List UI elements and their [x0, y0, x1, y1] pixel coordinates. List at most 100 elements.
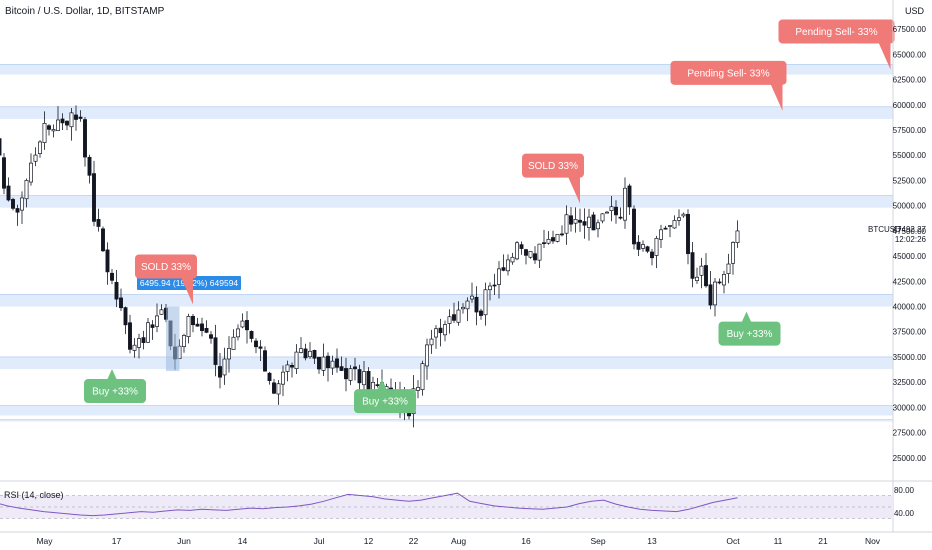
annotation-text: Pending Sell- 33% [795, 27, 877, 38]
candle-down [249, 331, 254, 339]
candle-up [33, 154, 38, 162]
candle-up [132, 344, 137, 351]
candle-down [303, 348, 308, 359]
candle-up [155, 315, 159, 327]
candle-down [200, 323, 204, 331]
candle-down [551, 237, 555, 242]
candle-up [555, 233, 560, 242]
candle-up [69, 112, 74, 128]
y-tick-label: 27500.00 [893, 429, 927, 438]
annotation-bubble [522, 153, 584, 178]
candle-down [614, 206, 618, 216]
candle-up [434, 328, 438, 338]
candle-up [470, 295, 474, 300]
price-value: 47492.27 [893, 225, 927, 234]
rsi-pane: 80.00 40.00 [0, 480, 932, 519]
candle-up [483, 289, 488, 316]
candle-down [272, 382, 276, 394]
rsi-title: RSI (14, close) [4, 490, 64, 500]
candle-up [308, 350, 312, 358]
trade-annotations: Pending Sell- 33% Pending Sell- 33% SOLD 3… [84, 19, 895, 414]
candle-up [231, 336, 236, 350]
candle-down [258, 346, 263, 349]
candle-up [456, 309, 461, 323]
candle-up [668, 225, 672, 227]
candle-down [245, 320, 249, 331]
x-tick-label: 16 [521, 536, 531, 546]
candle-up [294, 351, 299, 369]
candle-down [618, 216, 623, 219]
candle-down [479, 310, 483, 316]
candle-up [641, 244, 645, 249]
y-tick-label: 35000.00 [893, 353, 927, 362]
candle-down [492, 284, 497, 287]
candle-up [159, 309, 164, 315]
candle-down [690, 252, 695, 279]
y-tick-label: 30000.00 [893, 403, 927, 412]
candle-up [677, 217, 681, 221]
candle-down [686, 214, 690, 255]
candle-up [425, 344, 429, 367]
candle-up [596, 222, 600, 230]
candle-up [42, 123, 47, 143]
candle-down [105, 249, 110, 273]
annotation-bubble [718, 321, 781, 346]
candle-up [51, 129, 56, 132]
candle-up [461, 306, 465, 310]
candle-down [101, 228, 105, 252]
zone [0, 294, 893, 307]
candle-up [146, 322, 150, 343]
annotation-text: Buy +33% [92, 387, 138, 398]
candle-up [510, 256, 515, 263]
candle-up [236, 328, 240, 338]
candle-up [321, 356, 326, 371]
candle-down [92, 173, 96, 222]
candle-down [645, 246, 650, 252]
price-countdown: 12:02:26 [895, 235, 927, 244]
candle-down [191, 315, 195, 326]
candle-down [708, 284, 713, 306]
candle-up [587, 216, 591, 228]
candle-up [281, 371, 285, 385]
x-tick-label: 17 [112, 536, 122, 546]
x-tick-label: Oct [726, 536, 740, 546]
candle-down [195, 323, 200, 327]
zone [0, 419, 893, 422]
candle-up [672, 220, 677, 229]
candle-up [600, 213, 605, 222]
candle-down [2, 157, 6, 189]
candle-up [429, 338, 434, 346]
candle-down [263, 350, 267, 372]
candle-down [65, 120, 69, 126]
candle-up [546, 238, 551, 244]
candle-up [285, 364, 290, 372]
candle-up [654, 238, 659, 256]
candle-down [591, 214, 596, 231]
candle-down [663, 227, 668, 230]
candle-up [222, 358, 227, 376]
y-tick-label: 57500.00 [893, 126, 927, 135]
candle-up [713, 281, 717, 306]
candle-down [312, 350, 317, 359]
candle-up [182, 335, 186, 347]
x-tick-label: Sep [590, 536, 605, 546]
candle-up [695, 276, 699, 281]
candle-up [416, 387, 420, 391]
candle-down [717, 281, 722, 284]
candle-down [339, 366, 344, 371]
candle-up [362, 371, 366, 386]
x-tick-label: Nov [865, 536, 881, 546]
y-tick-label: 37500.00 [893, 328, 927, 337]
candle-down [501, 267, 506, 271]
x-tick-label: Aug [451, 536, 466, 546]
support-resistance-zones [0, 64, 893, 422]
candle-down [83, 119, 87, 158]
annotation-bubble [670, 60, 787, 85]
candle-down [317, 356, 321, 370]
candle-up [348, 368, 353, 381]
candle-up [276, 383, 281, 395]
candle-down [353, 366, 357, 370]
candle-up [623, 187, 627, 221]
x-tick-label: 11 [774, 536, 783, 546]
